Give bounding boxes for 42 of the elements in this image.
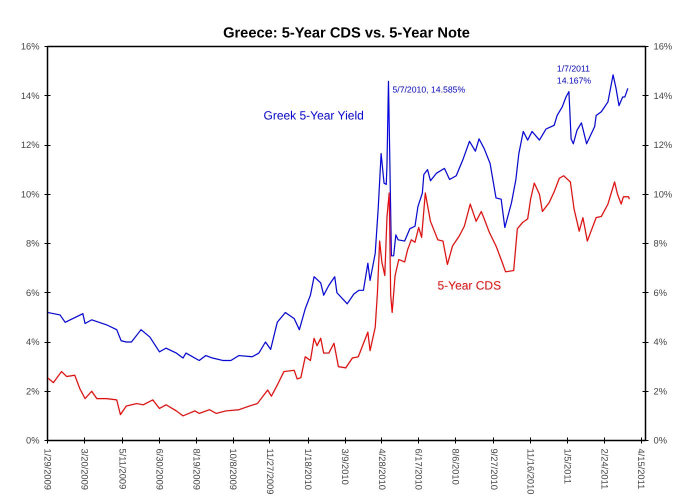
y2-tick-label: 2% xyxy=(654,386,667,396)
x-tick-label: 9/27/2010 xyxy=(488,448,499,490)
y-tick-label: 4% xyxy=(26,337,40,347)
y-tick-label: 14% xyxy=(20,90,40,101)
y2-tick-label: 10% xyxy=(654,189,672,200)
x-tick-label: 4/15/2011 xyxy=(636,448,646,490)
y2-tick-label: 16% xyxy=(654,42,672,52)
x-tick-label: 8/6/2010 xyxy=(450,448,460,485)
y-tick-label: 0% xyxy=(26,436,40,446)
chart-title: Greece: 5-Year CDS vs. 5-Year Note xyxy=(223,26,470,42)
x-tick-label: 11/27/2009 xyxy=(264,448,275,494)
x-tick-label: 1/5/2011 xyxy=(562,448,572,484)
line-series xyxy=(48,74,628,362)
x-tick-label: 11/16/2010 xyxy=(526,448,536,494)
x-tick-label: 8/19/2009 xyxy=(191,448,202,490)
y2-tick-label: 6% xyxy=(654,288,667,298)
x-tick-label: 5/11/2009 xyxy=(118,448,128,490)
y-tick-label: 10% xyxy=(20,189,40,200)
x-tick-label: 2/24/2011 xyxy=(599,448,610,490)
y2-tick-label: 12% xyxy=(654,140,672,150)
y-tick-label: 16% xyxy=(20,42,40,52)
x-tick-label: 10/8/2009 xyxy=(228,448,238,490)
annotation: 1/7/2011 14.167% xyxy=(556,64,592,86)
line-series xyxy=(48,175,630,416)
y-tick-label: 8% xyxy=(26,238,40,248)
series-label: Greek 5-Year Yield xyxy=(264,108,364,122)
y2-tick-label: 14% xyxy=(654,90,672,101)
y2-tick-label: 4% xyxy=(654,337,667,347)
y2-tick-label: 8% xyxy=(654,238,667,248)
y-tick-label: 2% xyxy=(26,386,40,396)
x-tick-label: 3/9/2010 xyxy=(340,448,350,485)
y-tick-label: 6% xyxy=(26,288,40,298)
x-tick-label: 4/28/2010 xyxy=(376,448,387,490)
x-tick-label: 1/18/2010 xyxy=(303,448,314,490)
x-tick-label: 6/17/2010 xyxy=(414,448,424,490)
y2-tick-label: 0% xyxy=(654,436,667,446)
x-tick-label: 3/20/2009 xyxy=(79,448,90,490)
annotation: 5/7/2010, 14.585% xyxy=(392,84,466,94)
series-label: 5-Year CDS xyxy=(438,278,502,292)
y-tick-label: 12% xyxy=(20,140,40,150)
x-tick-label: 1/29/2009 xyxy=(42,448,52,490)
x-tick-label: 6/30/2009 xyxy=(154,448,164,490)
